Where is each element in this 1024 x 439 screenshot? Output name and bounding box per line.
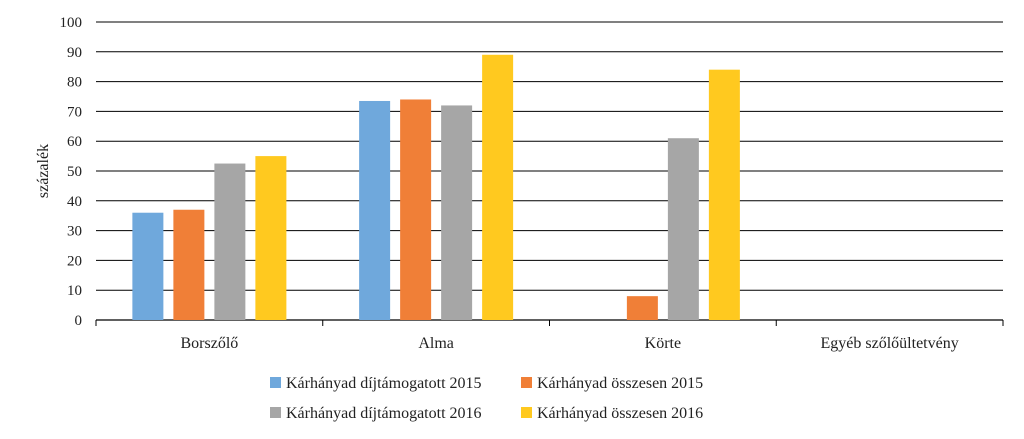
category-labels: Borszőlő Alma Körte Egyéb szőlőültetvény bbox=[180, 335, 958, 352]
bar bbox=[173, 209, 205, 320]
bar bbox=[400, 99, 432, 320]
legend: Kárhányad díjtámogatott 2015 Kárhányad ös… bbox=[270, 375, 703, 422]
bar bbox=[482, 54, 514, 320]
bar bbox=[441, 105, 473, 320]
y-tick-label: 90 bbox=[67, 45, 82, 61]
y-tick-label: 40 bbox=[67, 194, 82, 210]
legend-swatch bbox=[270, 377, 281, 388]
y-tick-label: 0 bbox=[75, 313, 83, 329]
bar bbox=[626, 296, 658, 320]
bar bbox=[708, 69, 740, 321]
x-axis-tick-marks bbox=[95, 320, 1004, 326]
bar bbox=[255, 156, 287, 320]
legend-label: Kárhányad díjtámogatott 2016 bbox=[286, 405, 482, 422]
y-tick-label: 80 bbox=[67, 75, 82, 91]
y-axis-tick-labels: 0 10 20 30 40 50 60 70 80 90 100 bbox=[60, 15, 83, 329]
legend-swatch bbox=[521, 407, 532, 418]
bar bbox=[214, 163, 246, 320]
y-tick-label: 20 bbox=[67, 253, 82, 269]
legend-swatch bbox=[521, 377, 532, 388]
bar bbox=[359, 100, 391, 320]
category-label: Alma bbox=[418, 335, 454, 352]
y-tick-label: 100 bbox=[60, 15, 83, 31]
y-tick-label: 10 bbox=[67, 283, 82, 299]
y-tick-label: 60 bbox=[67, 134, 82, 150]
legend-label: Kárhányad díjtámogatott 2015 bbox=[286, 375, 482, 392]
bars bbox=[132, 54, 740, 321]
y-tick-label: 50 bbox=[67, 164, 82, 180]
y-tick-label: 70 bbox=[67, 104, 82, 120]
y-tick-label: 30 bbox=[67, 224, 82, 240]
legend-label: Kárhányad összesen 2016 bbox=[537, 405, 703, 422]
y-axis-title: százalék bbox=[35, 144, 52, 198]
category-label: Körte bbox=[645, 335, 681, 352]
legend-label: Kárhányad összesen 2015 bbox=[537, 375, 703, 392]
bar bbox=[132, 212, 164, 320]
gridlines bbox=[96, 21, 1003, 321]
bar bbox=[667, 138, 699, 320]
category-label: Egyéb szőlőültetvény bbox=[821, 335, 959, 352]
category-label: Borszőlő bbox=[180, 335, 238, 352]
legend-swatch bbox=[270, 407, 281, 418]
